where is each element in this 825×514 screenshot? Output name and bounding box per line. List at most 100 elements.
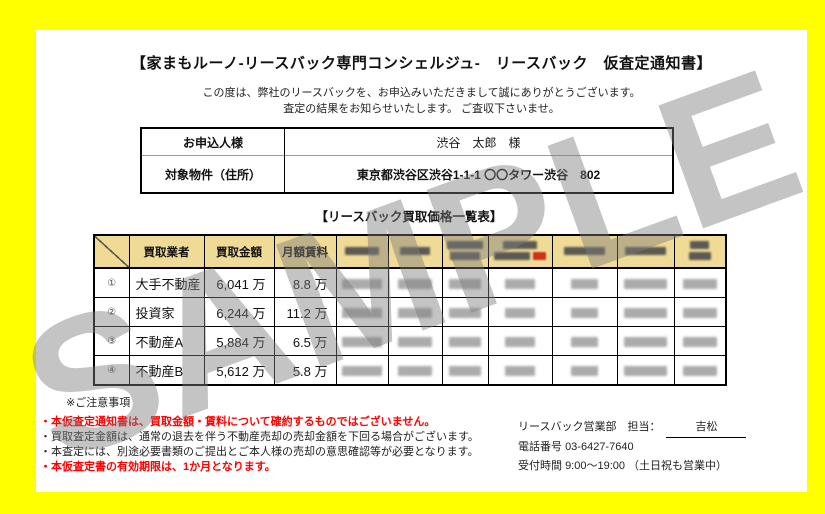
- redacted-blur-chip: [446, 241, 484, 250]
- redacted-blur-chip: [682, 337, 717, 348]
- redacted-blur-chip: [625, 246, 666, 255]
- redacted-blur-chip: [682, 308, 717, 319]
- redacted-blur-chip: [504, 279, 536, 290]
- redacted-text-line: [490, 336, 551, 348]
- redacted-text-line: [390, 365, 441, 377]
- redacted-blur-chip: [448, 366, 482, 377]
- redacted-cell: [441, 355, 489, 386]
- table-row: お申込人様 渋谷 太郎 様: [141, 128, 673, 156]
- redacted-blur-chip: [398, 308, 432, 319]
- redacted-blur-chip: [342, 308, 382, 319]
- redacted-cell: [673, 326, 727, 356]
- redacted-blur-chip: [448, 337, 482, 348]
- redacted-text-line: [444, 365, 487, 377]
- applicant-table: お申込人様 渋谷 太郎 様 対象物件（住所） 東京都渋谷区渋谷1-1-1 〇〇タ…: [140, 127, 674, 194]
- redacted-cell: [487, 326, 553, 356]
- redacted-blur-chip: [624, 279, 667, 290]
- redacted-text-line: [619, 278, 673, 290]
- redacted-text-line: [490, 278, 551, 290]
- greeting-line-1: この度は、弊社のリースバックを、お申込みいただきまして誠にありがとうございます。: [202, 87, 641, 99]
- redacted-blur-chip: [398, 279, 432, 290]
- contact-hours-value: 9:00～19:00 （土日祝も営業中）: [565, 460, 728, 472]
- contact-block: リースバック営業部 担当： 吉松 電話番号 03-6427-7640 受付時間 9…: [518, 418, 747, 476]
- price-list-section: 【リースバック買取価格一覧表】 買取業者 買取金額 月額賃料 ① 大手不動産 6,041…: [93, 206, 727, 386]
- redacted-text-line: [676, 278, 725, 290]
- redacted-cell: [551, 267, 618, 298]
- redacted-header-cell: [387, 234, 443, 269]
- redacted-text-line: [676, 365, 725, 377]
- redacted-cell: [616, 267, 675, 298]
- redacted-cell: [673, 297, 727, 327]
- redacted-cell: [335, 355, 389, 386]
- header-cell: 月額賃料: [273, 234, 337, 269]
- contact-department-label: リースバック営業部 担当：: [518, 421, 661, 433]
- redacted-cell: [441, 297, 489, 327]
- redacted-cell: [335, 267, 389, 298]
- redacted-cell: [441, 326, 489, 356]
- redacted-red-chip: [533, 252, 547, 261]
- redacted-text-line: [444, 336, 487, 348]
- property-label: 対象物件（住所）: [141, 155, 285, 193]
- row-number-cell: ④: [93, 355, 130, 386]
- vendor-cell: 投資家: [128, 297, 205, 327]
- redacted-blur-chip: [624, 308, 667, 319]
- row-number-cell: ①: [93, 267, 130, 298]
- greeting-line-2: 査定の結果をお知らせいたします。 ご査収下さいませ。: [283, 103, 560, 115]
- contact-line-department: リースバック営業部 担当： 吉松: [518, 418, 747, 438]
- redacted-text-line: [554, 278, 616, 290]
- redacted-text-line: [619, 246, 673, 257]
- redacted-blur-chip: [398, 337, 432, 348]
- rent-cell: 6.5 万: [273, 326, 337, 356]
- redacted-cell: [335, 326, 389, 356]
- note-item: ・本査定には、別途必要書類のご提出とご本人様の売却の意思確認等が必要となります。: [40, 446, 479, 458]
- applicant-name: 渋谷 太郎 様: [284, 128, 673, 156]
- table-row: ② 投資家 6,244 万 11.2 万: [93, 297, 727, 327]
- redacted-blur-chip: [344, 246, 380, 255]
- redacted-text-line: [619, 307, 673, 319]
- redacted-header-cell: [335, 234, 389, 269]
- row-number-cell: ②: [93, 297, 130, 327]
- note-item: ・本仮査定書の有効期限は、1か月となります。: [40, 461, 276, 473]
- price-cell: 6,041 万: [203, 267, 275, 298]
- contact-hours-label: 受付時間: [518, 460, 562, 472]
- redacted-text-line: [619, 336, 673, 348]
- redacted-cell: [487, 297, 553, 327]
- redacted-text-line: [338, 278, 387, 290]
- contact-line-phone: 電話番号 03-6427-7640: [518, 438, 746, 457]
- price-cell: 6,244 万: [203, 297, 275, 327]
- redacted-text-line: [554, 246, 616, 257]
- contact-phone-number: 03-6427-7640: [565, 441, 634, 453]
- contact-phone-label: 電話番号: [518, 441, 562, 453]
- table-row: ④ 不動産B 5,612 万 5.8 万: [93, 355, 727, 386]
- redacted-header-cell: [673, 234, 727, 269]
- redacted-blur-chip: [682, 366, 717, 377]
- redacted-text-line: [338, 365, 387, 377]
- notes-section: ※ご注意事項 ・本仮査定通知書は、買取金額・賃料について確約するものではございま…: [40, 394, 520, 475]
- redacted-blur-chip: [493, 252, 531, 261]
- table-row: ① 大手不動産 6,041 万 8.8 万: [93, 267, 727, 298]
- redacted-header-cell: [616, 234, 675, 269]
- redacted-cell: [335, 297, 389, 327]
- redacted-text-line: [444, 252, 487, 263]
- price-cell: 5,612 万: [203, 355, 275, 386]
- contact-line-hours: 受付時間 9:00～19:00 （土日祝も営業中）: [518, 457, 746, 476]
- redacted-header-cell: [487, 234, 553, 269]
- redacted-cell: [487, 355, 553, 386]
- redacted-text-line: [390, 336, 441, 348]
- redacted-text-line: [676, 336, 725, 348]
- redacted-header-cell: [441, 234, 489, 269]
- redacted-blur-chip: [570, 366, 599, 377]
- note-item: ・買取査定金額は、通常の退去を伴う不動産売却の売却金額を下回る場合がございます。: [40, 431, 479, 443]
- price-table-header-row: 買取業者 買取金額 月額賃料: [93, 234, 727, 269]
- redacted-blur-chip: [624, 337, 667, 348]
- redacted-text-line: [490, 252, 551, 263]
- redacted-cell: [673, 355, 727, 386]
- rent-cell: 8.8 万: [273, 267, 337, 298]
- redacted-blur-chip: [449, 252, 481, 261]
- redacted-cell: [551, 326, 618, 356]
- redacted-cell: [441, 267, 489, 298]
- header-cell: 買取業者: [128, 234, 205, 269]
- redacted-blur-chip: [448, 308, 482, 319]
- redacted-cell: [673, 267, 727, 298]
